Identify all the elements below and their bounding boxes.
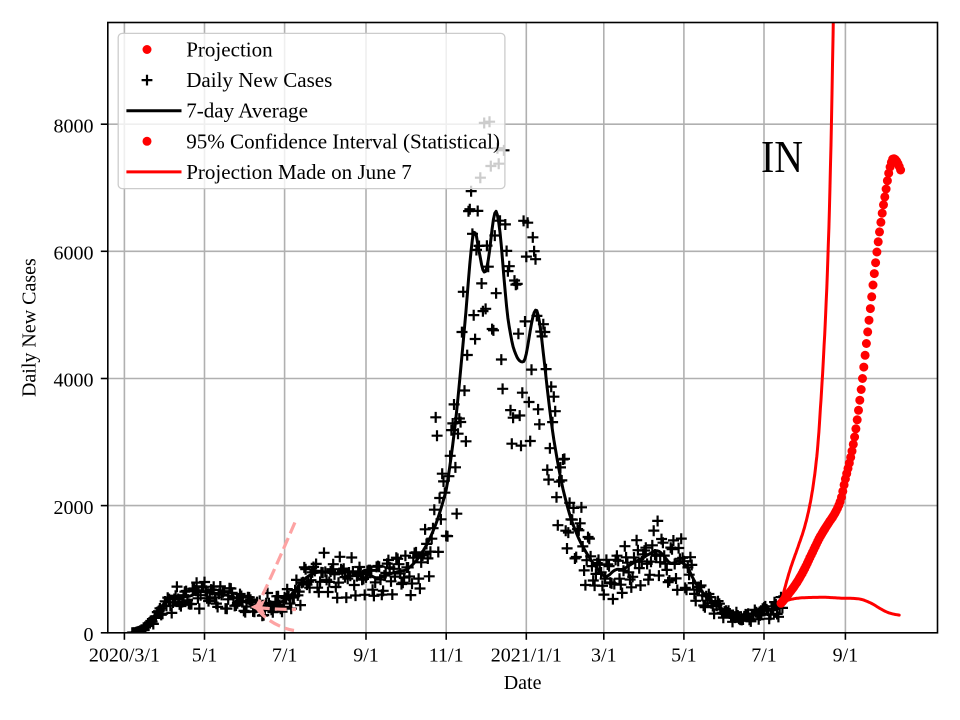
svg-text:4000: 4000: [54, 370, 94, 392]
svg-text:2021/1/1: 2021/1/1: [491, 645, 562, 667]
svg-text:2000: 2000: [54, 497, 94, 519]
svg-text:2020/3/1: 2020/3/1: [89, 645, 160, 667]
svg-text:6000: 6000: [54, 243, 94, 265]
svg-text:8000: 8000: [54, 115, 94, 137]
svg-text:5/1: 5/1: [671, 645, 697, 667]
svg-text:95% Confidence Interval (Stati: 95% Confidence Interval (Statistical): [186, 129, 500, 153]
svg-text:IN: IN: [761, 131, 803, 182]
svg-text:9/1: 9/1: [353, 645, 379, 667]
svg-text:Projection Made on June 7: Projection Made on June 7: [186, 160, 412, 184]
svg-text:Projection: Projection: [186, 38, 273, 62]
svg-text:9/1: 9/1: [833, 645, 859, 667]
svg-text:Daily New Cases: Daily New Cases: [186, 68, 332, 92]
svg-text:0: 0: [84, 624, 94, 646]
svg-text:Daily New Cases: Daily New Cases: [19, 258, 41, 397]
svg-text:3/1: 3/1: [591, 645, 617, 667]
svg-text:7-day Average: 7-day Average: [186, 99, 308, 123]
svg-text:7/1: 7/1: [751, 645, 777, 667]
svg-text:5/1: 5/1: [192, 645, 218, 667]
svg-text:Date: Date: [504, 672, 542, 694]
svg-text:7/1: 7/1: [272, 645, 298, 667]
svg-text:11/1: 11/1: [429, 645, 464, 667]
